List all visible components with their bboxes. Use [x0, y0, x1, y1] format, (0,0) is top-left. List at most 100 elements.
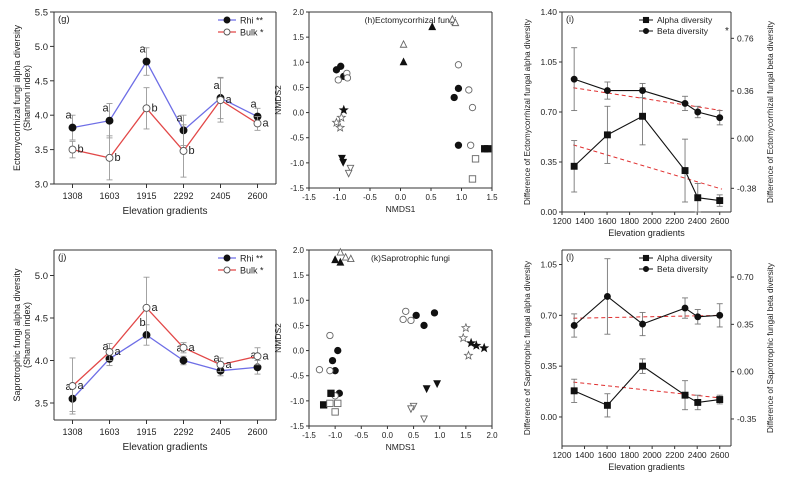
- panel-title: (h)Ectomycorrhizal fungi: [365, 15, 457, 25]
- data-point-circle: [465, 86, 473, 94]
- data-point-star: [460, 322, 471, 333]
- data-point-circle: [407, 316, 415, 325]
- legend-label: Bulk *: [240, 266, 264, 276]
- data-point-triangle-down: [407, 405, 415, 414]
- y-tick-label: 0.70: [540, 107, 557, 117]
- data-point-circle: [454, 61, 463, 69]
- data-point: [216, 96, 225, 105]
- x-tick-label: 1.5: [486, 193, 498, 202]
- y-tick-label: 5.0: [35, 271, 48, 282]
- y-tick-label: 1.0: [293, 296, 305, 305]
- y-tick-label: 3.5: [35, 399, 48, 410]
- data-point: [694, 108, 702, 116]
- x-tick-label: 0.5: [425, 193, 437, 202]
- data-point: [570, 387, 578, 395]
- data-point-circle: [454, 141, 463, 149]
- x-tick-label: 0.0: [395, 193, 407, 202]
- data-point: [603, 401, 611, 409]
- y-tick-label: 4.5: [35, 76, 48, 87]
- x-tick-label: 1308: [62, 191, 82, 201]
- y-tick-label: 5.5: [35, 8, 48, 19]
- y2-tick-label: -0.35: [737, 414, 757, 424]
- significance-letter: a: [139, 44, 146, 56]
- data-point-star: [336, 112, 347, 122]
- y-axis-label-2: (Shannon index): [22, 302, 32, 368]
- legend-label: Beta diversity: [657, 264, 709, 274]
- x-tick-label: -1.5: [302, 193, 316, 202]
- series-line: [72, 99, 258, 159]
- y-tick-label: 0.5: [293, 83, 305, 92]
- legend-note: *: [725, 26, 729, 37]
- x-tick-label: 1200: [553, 450, 572, 460]
- data-point-star: [463, 350, 474, 360]
- y-tick-label: 5.0: [35, 42, 48, 53]
- data-point: [694, 398, 702, 406]
- trend-line: [573, 144, 723, 190]
- data-point-circle: [326, 331, 334, 340]
- data-point: [603, 131, 611, 139]
- data-point: [253, 352, 262, 361]
- data-point-star: [335, 122, 346, 132]
- data-point-circle: [420, 321, 428, 330]
- x-tick-label: 1915: [136, 191, 156, 201]
- data-point-triangle-down: [420, 415, 428, 424]
- x-axis-label: Elevation gradients: [122, 206, 207, 217]
- panel-title: (k)Saprotrophic fungi: [371, 253, 450, 263]
- x-tick-label: 1603: [99, 191, 119, 201]
- y-tick-label: 3.5: [35, 145, 48, 156]
- data-point-circle: [334, 76, 342, 84]
- data-point-triangle: [428, 22, 437, 31]
- data-point: [105, 348, 114, 356]
- data-point: [68, 382, 77, 390]
- trend-line: [573, 314, 722, 319]
- series-beta: [570, 258, 724, 338]
- panel-label: (l): [566, 252, 574, 262]
- data-point: [694, 313, 702, 321]
- data-point: [639, 87, 647, 95]
- y-tick-label: 0.5: [293, 321, 305, 330]
- data-point-square: [484, 145, 492, 153]
- legend-marker: [223, 16, 231, 24]
- legend-label: Bulk *: [240, 28, 264, 38]
- series-alpha: [570, 358, 724, 418]
- series-line: [573, 365, 720, 407]
- legend-marker: [223, 28, 231, 36]
- series-line: [573, 295, 720, 326]
- series-beta: [570, 47, 724, 126]
- data-point-square: [319, 401, 328, 409]
- y-tick-label: 1.0: [293, 58, 305, 67]
- y-axis-label: Difference of Ectomycorrhizal fungal alp…: [523, 18, 532, 205]
- y-axis-label: NMDS2: [273, 85, 283, 115]
- x-tick-label: 1800: [620, 216, 639, 226]
- legend: Rhi ** Bulk *: [218, 16, 264, 38]
- y-tick-label: 4.5: [35, 314, 48, 325]
- series-line: [573, 115, 720, 202]
- data-point-square: [471, 155, 480, 163]
- x-tick-label: 2400: [688, 216, 707, 226]
- data-point-triangle-down: [344, 169, 353, 178]
- significance-letter: a: [102, 341, 109, 353]
- x-tick-label: 2.0: [486, 431, 498, 440]
- y-axis-label: NMDS2: [273, 323, 283, 353]
- data-point: [105, 153, 114, 162]
- data-point-square: [326, 399, 334, 408]
- x-axis-label: Elevation gradients: [608, 228, 685, 238]
- data-point-square: [327, 389, 335, 397]
- x-tick-label: 1.0: [456, 193, 468, 202]
- y-tick-label: -1.0: [290, 397, 304, 406]
- data-point: [216, 360, 225, 369]
- x-tick-label: 1.0: [434, 431, 446, 440]
- y-tick-label: -1.5: [290, 184, 304, 193]
- y-tick-label: 0.0: [293, 109, 305, 118]
- data-point-circle: [315, 366, 324, 374]
- data-point-triangle: [346, 254, 355, 263]
- legend-marker: [642, 16, 650, 24]
- y-tick-label: 0.70: [540, 310, 557, 320]
- data-point: [694, 194, 702, 202]
- x-tick-label: -0.5: [354, 431, 368, 440]
- data-point-circle: [402, 307, 410, 315]
- x-tick-label: 1400: [575, 450, 594, 460]
